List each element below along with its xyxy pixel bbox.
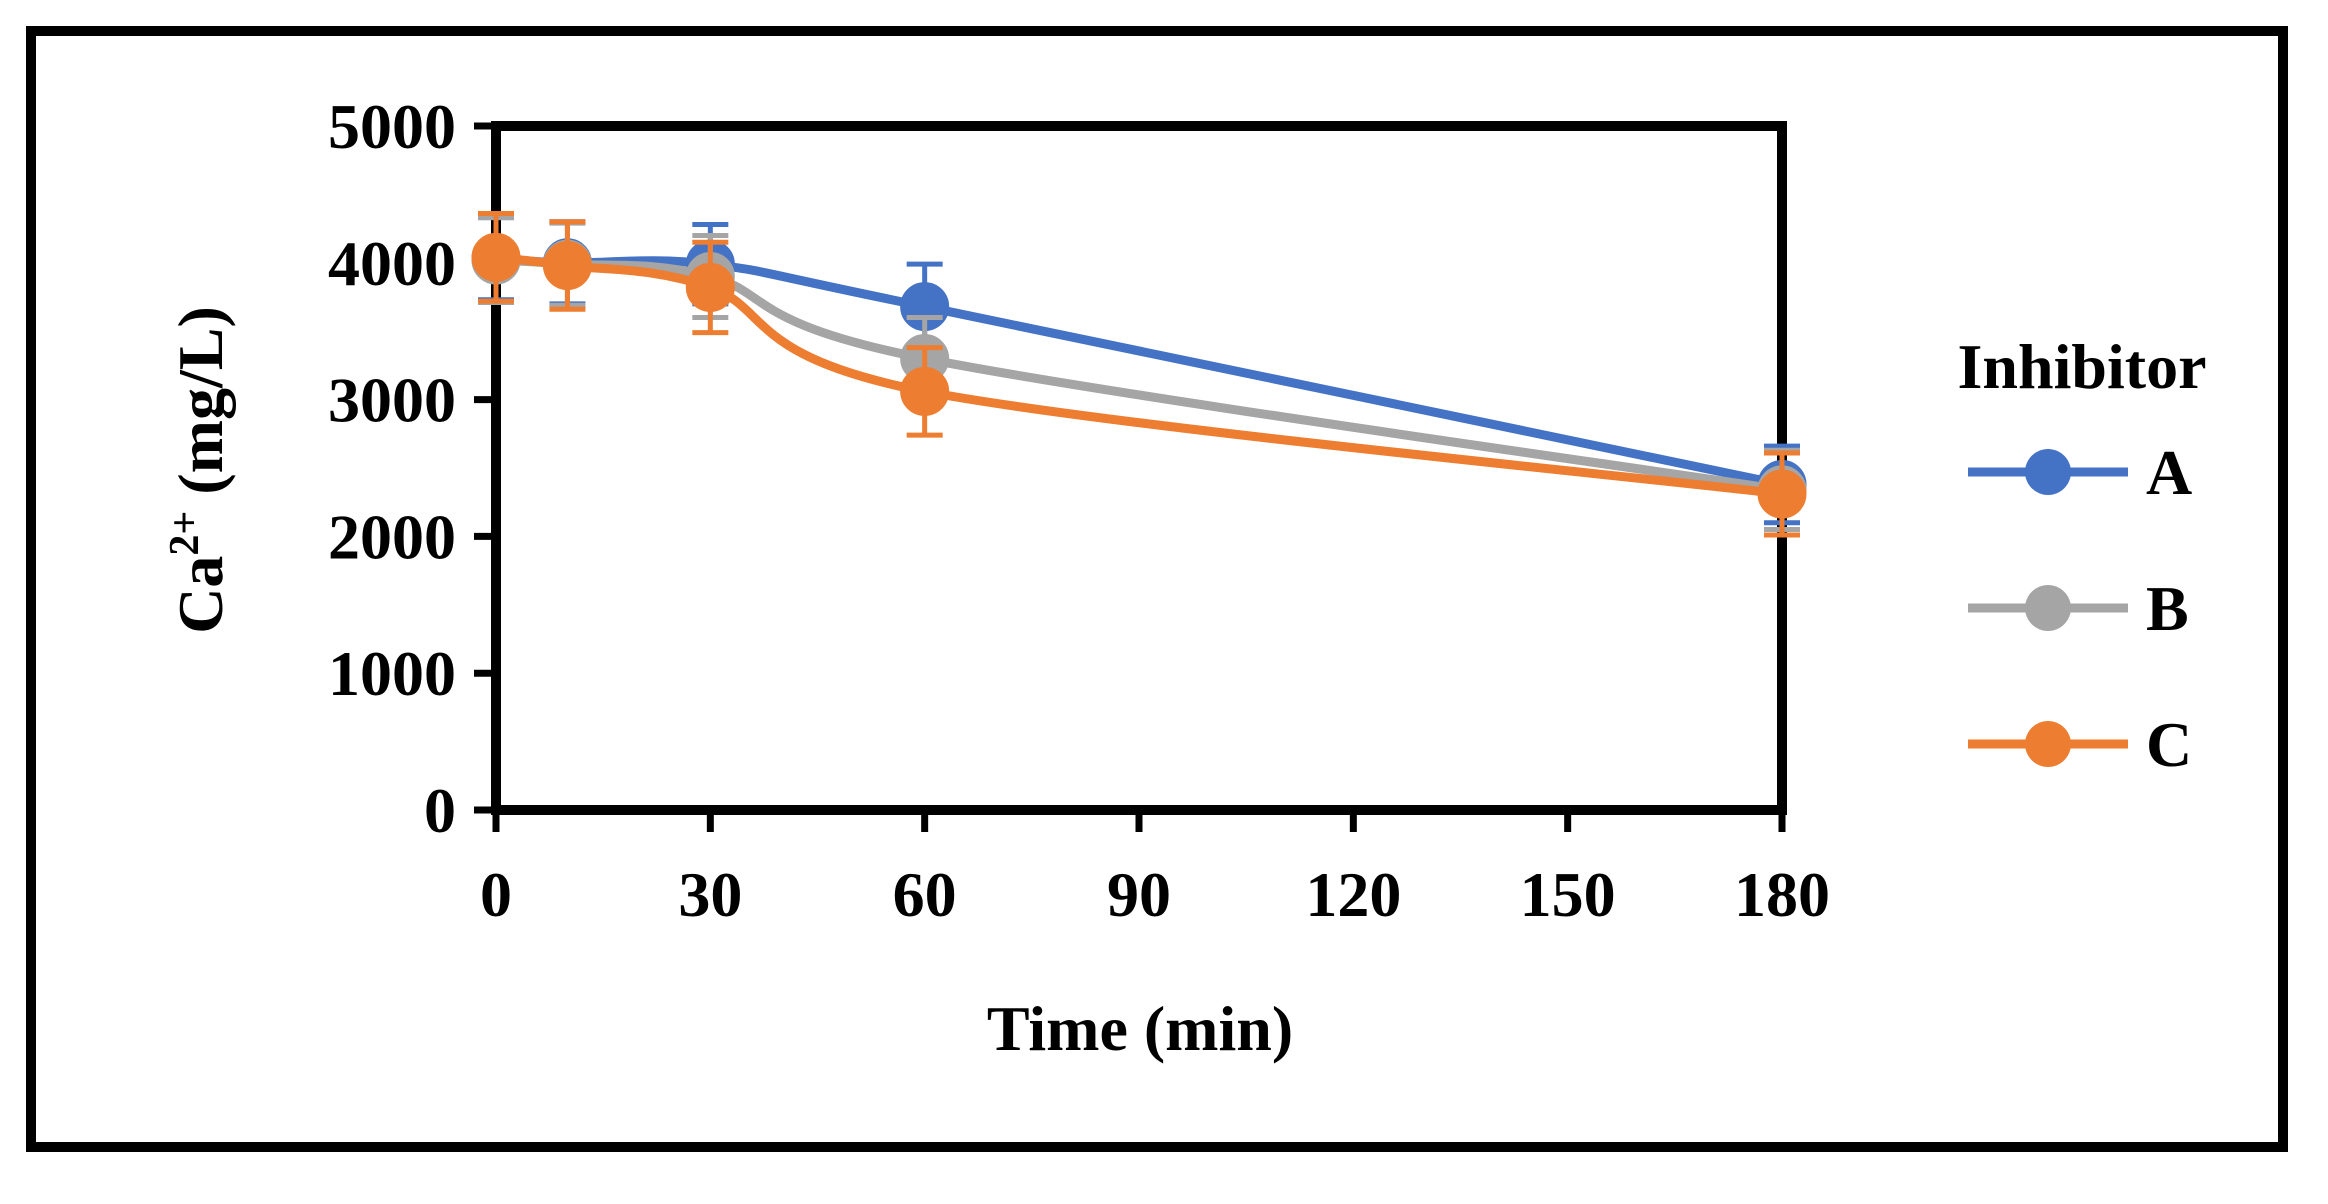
y-tick-label: 4000 — [328, 228, 456, 299]
data-point-c — [900, 366, 950, 416]
legend: Inhibitor ABC — [1958, 331, 2207, 780]
series-layer — [471, 211, 1807, 538]
y-axis-title-main: Ca — [165, 556, 236, 634]
data-point-c — [1757, 469, 1807, 519]
x-tick-label: 30 — [678, 859, 742, 930]
x-axis-title: Time (min) — [987, 993, 1293, 1064]
y-tick-label: 5000 — [328, 91, 456, 162]
y-tick-label: 2000 — [328, 501, 456, 572]
legend-label-a: A — [2146, 437, 2192, 508]
legend-entry-c: C — [1968, 709, 2192, 780]
legend-marker-a — [2025, 449, 2071, 495]
y-axis-title-unit: (mg/L) — [165, 306, 236, 510]
legend-title: Inhibitor — [1958, 331, 2207, 402]
series-c — [471, 211, 1807, 538]
legend-entry-b: B — [1968, 573, 2189, 644]
x-tick-label: 0 — [480, 859, 512, 930]
data-point-c — [471, 232, 521, 282]
legend-marker-b — [2025, 585, 2071, 631]
legend-entry-a: A — [1968, 437, 2192, 508]
y-tick-label: 3000 — [328, 365, 456, 436]
x-tick-label: 150 — [1520, 859, 1616, 930]
x-tick-label: 60 — [893, 859, 957, 930]
legend-label-b: B — [2146, 573, 2189, 644]
y-tick-label: 0 — [424, 775, 456, 846]
legend-label-c: C — [2146, 709, 2192, 780]
x-tick-label: 120 — [1305, 859, 1401, 930]
x-tick-label: 180 — [1734, 859, 1830, 930]
series-b — [471, 215, 1807, 533]
y-axis-title-sup: 2+ — [162, 511, 208, 556]
chart-frame — [26, 26, 2288, 1152]
y-axis-title: Ca2+ (mg/L) — [162, 306, 236, 634]
legend-marker-c — [2025, 721, 2071, 767]
data-point-c — [685, 262, 735, 312]
y-tick-label: 1000 — [328, 638, 456, 709]
data-point-c — [542, 241, 592, 291]
axes: 0 1000 2000 3000 4000 5000 0 30 60 90 120 150 180 — [328, 91, 1830, 930]
plot-area-border — [491, 121, 1787, 815]
x-tick-label: 90 — [1107, 859, 1171, 930]
